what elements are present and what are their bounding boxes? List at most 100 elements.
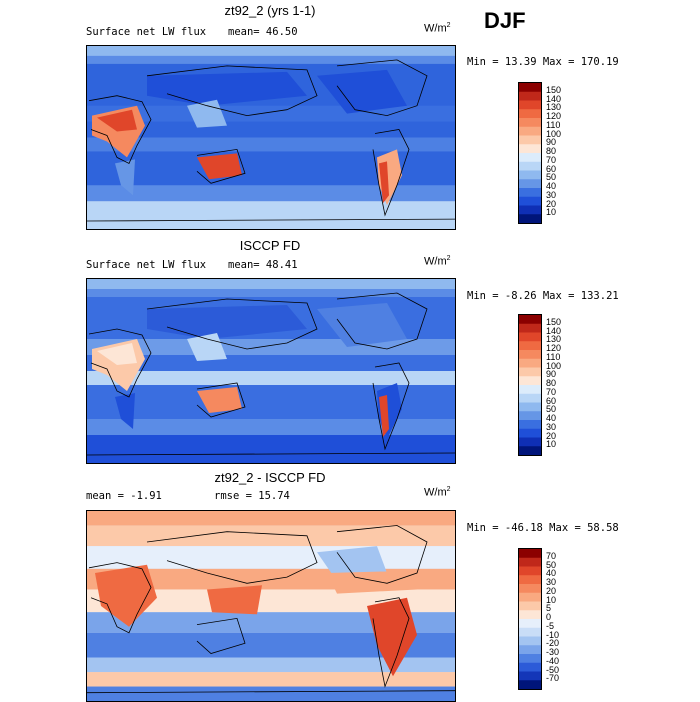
colorbar-swatch xyxy=(519,91,541,101)
colorbar-swatch xyxy=(519,420,541,430)
colorbar-swatch xyxy=(519,557,541,567)
units-superscript: 2 xyxy=(446,486,451,493)
colorbar-swatch xyxy=(519,161,541,171)
colorbar-tick-label: 140 xyxy=(546,93,562,104)
colorbar-tick-label: -20 xyxy=(546,638,560,649)
colorbar-tick-label: 120 xyxy=(546,343,562,353)
units-label: W/m2 xyxy=(424,22,451,35)
colorbar xyxy=(518,548,542,690)
colorbar-swatch xyxy=(519,662,541,672)
colorbar-tick-label: 40 xyxy=(546,568,557,579)
colorbar-tick-label: 100 xyxy=(546,360,562,371)
colorbar-swatch xyxy=(519,170,541,180)
colorbar-tick-label: 70 xyxy=(546,550,557,561)
colorbar-swatch xyxy=(519,654,541,664)
colorbar-swatch xyxy=(519,549,541,559)
colorbar-tick-label: 50 xyxy=(546,404,557,415)
colorbar-swatch xyxy=(519,428,541,438)
colorbar xyxy=(518,82,542,224)
colorbar-swatch xyxy=(519,323,541,333)
colorbar-tick-label: 10 xyxy=(546,594,557,605)
colorbar-tick-label: 10 xyxy=(546,439,557,450)
colorbar-swatch xyxy=(519,592,541,602)
minmax-text: Min = -46.18 Max = 58.58 xyxy=(467,522,619,534)
colorbar-tick-label: 70 xyxy=(546,154,557,165)
panel-title: ISCCP FD xyxy=(239,238,301,253)
colorbar-swatch xyxy=(519,671,541,681)
colorbar-swatch xyxy=(519,584,541,594)
colorbar-swatch xyxy=(519,636,541,646)
colorbar-swatch xyxy=(519,402,541,412)
panel-title: zt92_2 (yrs 1-1) xyxy=(224,3,316,18)
colorbar-tick-label: 30 xyxy=(546,421,557,432)
season-label: DJF xyxy=(484,8,526,33)
colorbar-swatch xyxy=(519,214,541,223)
colorbar-tick-label: 130 xyxy=(546,334,562,345)
colorbar-tick-label: -40 xyxy=(546,655,560,666)
colorbar-swatch xyxy=(519,350,541,360)
colorbar-tick-label: -10 xyxy=(546,629,560,640)
global-map-2 xyxy=(86,278,456,464)
panel-center-text: rmse = 15.74 xyxy=(214,490,290,502)
panel-left-text: Surface net LW flux xyxy=(86,259,207,271)
colorbar-tick-label: 50 xyxy=(546,172,557,183)
colorbar-tick-label: -70 xyxy=(546,673,560,684)
panel-center-text: mean= 48.41 xyxy=(228,259,298,271)
colorbar-tick-label: 80 xyxy=(546,146,557,156)
colorbar-tick-label: 40 xyxy=(546,413,557,423)
minmax-text: Min = 13.39 Max = 170.19 xyxy=(467,56,619,68)
colorbar-tick-label: 130 xyxy=(546,102,562,113)
colorbar-swatch xyxy=(519,205,541,215)
colorbar-tick-label: -50 xyxy=(546,664,560,675)
colorbar-tick-label: 30 xyxy=(546,189,557,200)
colorbar-swatch xyxy=(519,411,541,421)
colorbar-tick-label: 110 xyxy=(546,119,561,130)
colorbar-tick-label: 20 xyxy=(546,585,557,596)
colorbar-swatch xyxy=(519,118,541,128)
colorbar-tick-label: 50 xyxy=(546,559,557,570)
units-text: W/m xyxy=(424,255,447,268)
colorbar-swatch xyxy=(519,153,541,163)
colorbar-swatch xyxy=(519,144,541,154)
colorbar-swatch xyxy=(519,315,541,325)
colorbar-swatch xyxy=(519,332,541,342)
colorbar-tick-label: 120 xyxy=(546,111,562,121)
colorbar-swatch xyxy=(519,358,541,368)
colorbar-swatch xyxy=(519,619,541,629)
colorbar-tick-label: 90 xyxy=(546,369,557,380)
colorbar-tick-label: 30 xyxy=(546,577,557,587)
colorbar-tick-label: 80 xyxy=(546,378,557,388)
colorbar-tick-label: -5 xyxy=(546,620,555,631)
colorbar-swatch xyxy=(519,385,541,395)
colorbar-tick-label: -30 xyxy=(546,647,560,657)
colorbar-tick-label: 20 xyxy=(546,430,557,441)
global-map-3 xyxy=(86,510,456,702)
global-map-1 xyxy=(86,45,456,230)
colorbar-tick-label: 60 xyxy=(546,163,557,174)
colorbar-swatch xyxy=(519,601,541,611)
colorbar-tick-label: 150 xyxy=(546,316,562,327)
colorbar-swatch xyxy=(519,446,541,455)
units-superscript: 2 xyxy=(446,22,451,29)
colorbar-swatch xyxy=(519,566,541,576)
colorbar-tick-label: 40 xyxy=(546,181,557,191)
colorbar-tick-label: 90 xyxy=(546,137,557,148)
colorbar-tick-label: 100 xyxy=(546,128,562,139)
colorbar-swatch xyxy=(519,376,541,386)
colorbar-swatch xyxy=(519,367,541,377)
colorbar-tick-label: 140 xyxy=(546,325,562,336)
colorbar-tick-label: 110 xyxy=(546,351,561,362)
colorbar-tick-label: 20 xyxy=(546,198,557,209)
minmax-text: Min = -8.26 Max = 133.21 xyxy=(467,290,619,302)
panel-left-text: mean = -1.91 xyxy=(86,490,162,502)
units-label: W/m2 xyxy=(424,486,451,499)
units-label: W/m2 xyxy=(424,255,451,268)
colorbar-swatch xyxy=(519,437,541,447)
panel-title: zt92_2 - ISCCP FD xyxy=(214,470,326,485)
colorbar-swatch xyxy=(519,196,541,206)
colorbar-swatch xyxy=(519,393,541,403)
units-text: W/m xyxy=(424,22,447,35)
units-superscript: 2 xyxy=(446,255,451,262)
colorbar-swatch xyxy=(519,188,541,198)
colorbar-tick-label: 5 xyxy=(546,603,552,614)
